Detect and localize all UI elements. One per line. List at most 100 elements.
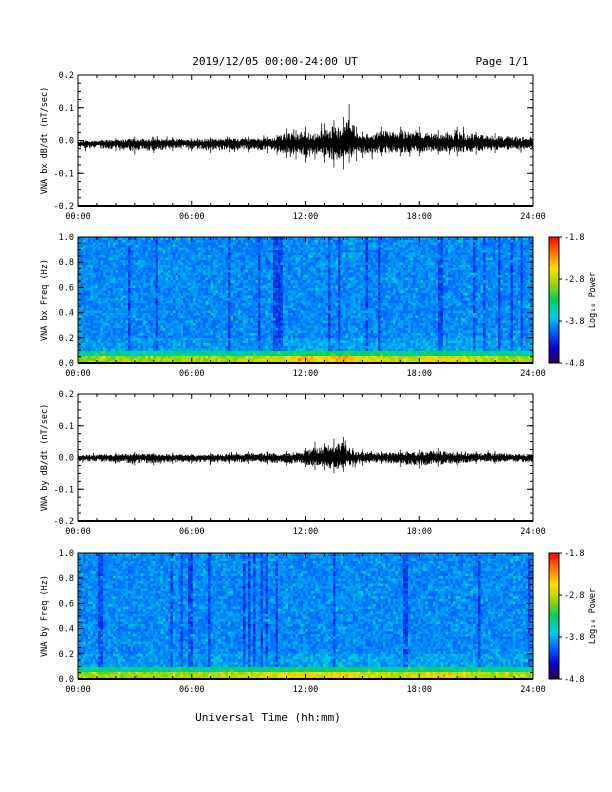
heatmap-cell <box>191 265 194 268</box>
heatmap-cell <box>216 255 219 258</box>
heatmap-cell <box>123 267 126 270</box>
heatmap-cell <box>213 338 216 341</box>
heatmap-cell <box>106 260 109 263</box>
heatmap-cell <box>241 295 244 298</box>
heatmap-cell <box>98 250 101 253</box>
heatmap-cell <box>293 323 296 326</box>
heatmap-cell <box>171 323 174 326</box>
heatmap-cell <box>146 315 149 318</box>
heatmap-cell <box>263 247 266 250</box>
heatmap-cell <box>141 345 144 348</box>
heatmap-cell <box>308 355 311 358</box>
heatmap-cell <box>123 310 126 313</box>
heatmap-cell <box>278 285 281 288</box>
heatmap-cell <box>108 310 111 313</box>
heatmap-cell <box>138 328 141 331</box>
heatmap-cell <box>83 272 86 275</box>
heatmap-cell <box>228 315 231 318</box>
heatmap-cell <box>156 325 159 328</box>
heatmap-cell <box>318 257 321 260</box>
heatmap-cell <box>218 338 221 341</box>
heatmap-cell <box>246 260 249 263</box>
heatmap-cell <box>128 313 131 316</box>
heatmap-cell <box>193 252 196 255</box>
heatmap-cell <box>246 245 249 248</box>
heatmap-cell <box>101 252 104 255</box>
heatmap-cell <box>181 305 184 308</box>
heatmap-cell <box>136 338 139 341</box>
heatmap-cell <box>103 265 106 268</box>
heatmap-cell <box>241 267 244 270</box>
heatmap-cell <box>183 318 186 321</box>
heatmap-cell <box>303 355 306 358</box>
heatmap-cell <box>268 303 271 306</box>
heatmap-cell <box>88 320 91 323</box>
heatmap-cell <box>288 245 291 248</box>
heatmap-cell <box>151 300 154 303</box>
heatmap-cell <box>128 330 131 333</box>
heatmap-cell <box>276 282 279 285</box>
heatmap-cell <box>136 242 139 245</box>
heatmap-cell <box>111 355 114 358</box>
heatmap-cell <box>278 242 281 245</box>
heatmap-cell <box>243 282 246 285</box>
heatmap-cell <box>91 280 94 283</box>
heatmap-cell <box>233 353 236 356</box>
heatmap-cell <box>143 358 146 361</box>
heatmap-cell <box>281 325 284 328</box>
heatmap-cell <box>268 323 271 326</box>
heatmap-cell <box>113 323 116 326</box>
heatmap-cell <box>108 308 111 311</box>
heatmap-cell <box>86 272 89 275</box>
heatmap-cell <box>236 355 239 358</box>
heatmap-cell <box>103 292 106 295</box>
heatmap-cell <box>316 330 319 333</box>
heatmap-cell <box>88 272 91 275</box>
heatmap-cell <box>188 340 191 343</box>
heatmap-cell <box>281 305 284 308</box>
heatmap-cell <box>98 260 101 263</box>
heatmap-cell <box>293 280 296 283</box>
heatmap-cell <box>116 247 119 250</box>
heatmap-cell <box>188 260 191 263</box>
heatmap-cell <box>198 305 201 308</box>
heatmap-cell <box>176 270 179 273</box>
heatmap-cell <box>158 328 161 331</box>
heatmap-cell <box>213 277 216 280</box>
heatmap-cell <box>258 345 261 348</box>
heatmap-cell <box>106 350 109 353</box>
heatmap-cell <box>241 240 244 243</box>
heatmap-cell <box>216 300 219 303</box>
heatmap-cell <box>211 285 214 288</box>
heatmap-cell <box>303 250 306 253</box>
heatmap-cell <box>168 292 171 295</box>
heatmap-cell <box>101 277 104 280</box>
heatmap-cell <box>88 275 91 278</box>
heatmap-cell <box>86 295 89 298</box>
heatmap-cell <box>168 245 171 248</box>
heatmap-cell <box>248 310 251 313</box>
heatmap-cell <box>231 353 234 356</box>
heatmap-cell <box>198 240 201 243</box>
heatmap-cell <box>183 252 186 255</box>
heatmap-cell <box>203 328 206 331</box>
heatmap-cell <box>261 323 264 326</box>
heatmap-cell <box>296 353 299 356</box>
heatmap-cell <box>226 260 229 263</box>
heatmap-cell <box>273 287 276 290</box>
heatmap-cell <box>188 287 191 290</box>
heatmap-cell <box>138 348 141 351</box>
heatmap-cell <box>146 345 149 348</box>
heatmap-cell <box>176 287 179 290</box>
heatmap-cell <box>176 262 179 265</box>
heatmap-cell <box>146 343 149 346</box>
heatmap-cell <box>111 280 114 283</box>
heatmap-cell <box>128 277 131 280</box>
heatmap-cell <box>251 297 254 300</box>
heatmap-cell <box>126 343 129 346</box>
heatmap-cell <box>88 353 91 356</box>
heatmap-cell <box>96 320 99 323</box>
heatmap-cell <box>203 267 206 270</box>
heatmap-cell <box>213 343 216 346</box>
heatmap-cell <box>221 240 224 243</box>
